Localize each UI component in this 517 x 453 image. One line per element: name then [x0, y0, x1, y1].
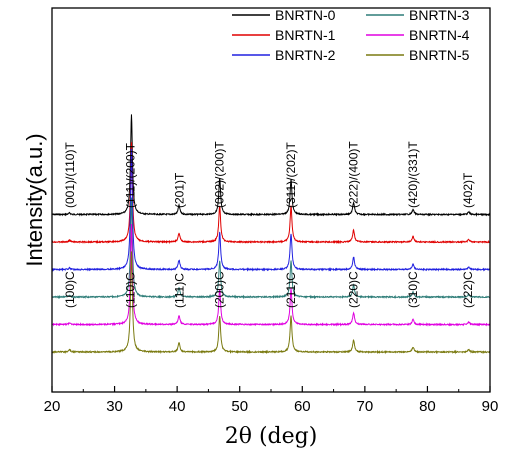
series-line-bnrtn-1: [52, 142, 490, 245]
peak-label-cubic: (100)C: [63, 271, 77, 308]
peak-label-tetragonal: (222)/(400)T: [346, 141, 360, 208]
peak-label-cubic: (220)C: [346, 271, 360, 308]
plot-frame: [51, 7, 491, 393]
legend-label-bnrtn-5: BNRTN-5: [409, 47, 470, 63]
peak-label-cubic: (222)C: [461, 271, 475, 308]
series-line-bnrtn-2: [52, 148, 490, 272]
legend-label-bnrtn-0: BNRTN-0: [275, 7, 336, 23]
series-line-bnrtn-3: [52, 197, 490, 300]
series-line-bnrtn-0: [52, 114, 490, 217]
y-axis-label: Intensity(a.u.): [22, 133, 47, 266]
peak-label-tetragonal: (001)/(110)T: [63, 142, 77, 208]
x-tick-label: 80: [419, 398, 436, 415]
peak-label-cubic: (110)C: [124, 272, 138, 308]
peak-label-tetragonal: (402)T: [461, 172, 475, 208]
legend-label-bnrtn-1: BNRTN-1: [275, 27, 336, 43]
peak-label-tetragonal: (201)T: [172, 172, 186, 208]
x-axis-label: 2θ (deg): [225, 424, 318, 449]
peak-label-cubic: (310)C: [406, 271, 420, 308]
peak-label-tetragonal: (420)/(331)T: [406, 141, 420, 208]
series-traces: [52, 114, 490, 355]
peak-label-cubic: (211)C: [284, 272, 298, 308]
series-line-bnrtn-4: [52, 224, 490, 327]
x-tick-label: 60: [294, 398, 311, 415]
peak-label-tetragonal: (111)/(200)T: [124, 142, 138, 208]
x-axis-ticks: 20 30 40 50 60 70 80 90: [44, 386, 499, 415]
x-tick-label: 30: [106, 398, 123, 415]
x-tick-label: 50: [231, 398, 248, 415]
legend-label-bnrtn-2: BNRTN-2: [275, 47, 336, 63]
x-tick-label: 40: [169, 398, 186, 415]
legend-label-bnrtn-4: BNRTN-4: [409, 27, 470, 43]
peak-label-tetragonal: (311)/(202)T: [284, 142, 298, 208]
x-tick-label: 90: [482, 398, 499, 415]
peak-label-cubic: (111)C: [172, 273, 186, 308]
peak-label-tetragonal: (002)/(200)T: [212, 141, 226, 208]
legend: BNRTN-0 BNRTN-1 BNRTN-2 BNRTN-3 BNRTN-4 BNRTN…: [232, 7, 470, 63]
legend-label-bnrtn-3: BNRTN-3: [409, 7, 470, 23]
peak-label-cubic: (200)C: [212, 271, 226, 308]
series-line-bnrtn-5: [52, 251, 490, 355]
peak-annotations: (001)/(110)T (111)/(200)T (201)T (002)/(200…: [63, 141, 475, 308]
x-tick-label: 20: [44, 398, 61, 415]
x-tick-label: 70: [357, 398, 374, 415]
